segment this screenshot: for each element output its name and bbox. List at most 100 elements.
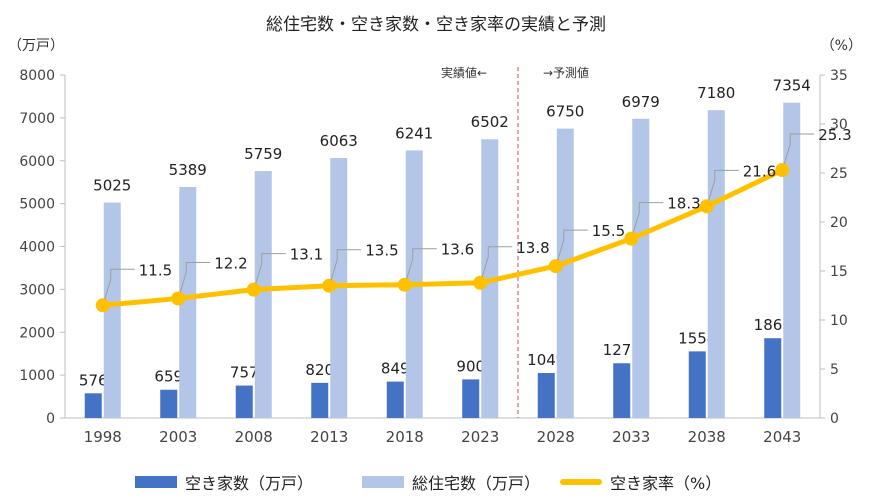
data-label-vacancy-rate: 13.6	[441, 241, 474, 259]
data-label-vacancy-rate: 15.5	[592, 222, 625, 240]
chart-title: 総住宅数・空き家数・空き家率の実績と予測	[266, 15, 606, 35]
actual-values-note: 実績値←	[441, 66, 488, 80]
bar-vacant-houses	[160, 389, 178, 418]
leader-line-vacancy-rate	[481, 246, 513, 277]
right-tick-label: 5	[830, 362, 839, 378]
data-label-vacant-houses: 757	[230, 364, 259, 382]
left-tick-label: 8000	[19, 68, 55, 84]
data-label-vacant-houses: 576	[79, 371, 108, 389]
bar-vacant-houses	[386, 381, 404, 418]
left-tick-label: 3000	[19, 282, 55, 298]
bar-vacant-houses	[84, 393, 102, 418]
right-tick-label: 35	[830, 68, 848, 84]
data-label-vacancy-rate: 25.3	[818, 126, 851, 144]
data-label-vacant-houses: 820	[305, 361, 334, 379]
x-tick-label: 1998	[84, 428, 122, 446]
left-axis-unit: （万戸）	[8, 38, 64, 54]
data-label-vacant-houses: 659	[154, 368, 183, 386]
leader-line-vacancy-rate	[330, 249, 362, 280]
left-tick-label: 1000	[19, 368, 55, 384]
data-label-total-houses: 5389	[169, 161, 207, 179]
left-tick-label: 5000	[19, 197, 55, 213]
leader-line-vacancy-rate	[406, 248, 437, 279]
legend-swatch-total-houses	[362, 476, 404, 488]
data-label-vacant-houses: 849	[381, 360, 410, 378]
point-vacancy-rate	[624, 231, 639, 246]
data-label-total-houses: 5759	[244, 145, 282, 163]
bar-vacant-houses	[613, 363, 631, 418]
data-label-vacancy-rate: 13.1	[290, 246, 323, 264]
line-vacancy-rate	[100, 167, 785, 308]
legend-swatch-vacant-houses	[135, 476, 177, 488]
bar-total-houses	[783, 102, 801, 418]
data-label-vacancy-rate: 13.5	[365, 242, 398, 260]
legend-item-total-houses: 総住宅数（万戸）	[362, 470, 540, 494]
legend-swatch-vacancy-rate	[560, 479, 602, 485]
right-tick-label: 25	[830, 166, 848, 182]
bar-vacant-houses	[462, 379, 480, 418]
point-vacancy-rate	[322, 278, 337, 293]
data-label-total-houses: 6750	[546, 103, 584, 121]
data-label-vacancy-rate: 12.2	[214, 254, 247, 272]
data-label-total-houses: 7180	[697, 84, 735, 102]
point-vacancy-rate	[246, 282, 261, 297]
right-tick-label: 20	[830, 215, 848, 231]
left-tick-label: 2000	[19, 325, 55, 341]
bar-total-houses	[179, 186, 197, 418]
data-label-total-houses: 6063	[320, 132, 358, 150]
legend-item-vacant-houses: 空き家数（万戸）	[135, 470, 313, 494]
x-tick-label: 2033	[612, 428, 650, 446]
bar-total-houses	[254, 171, 272, 418]
bar-total-houses	[707, 110, 725, 418]
data-label-total-houses: 6979	[622, 93, 660, 111]
point-vacancy-rate	[473, 275, 488, 290]
x-tick-label: 2023	[461, 428, 499, 446]
left-tick-label: 6000	[19, 154, 55, 170]
data-label-vacancy-rate: 11.5	[139, 261, 172, 279]
bar-vacant-houses	[688, 351, 706, 418]
leader-line-vacancy-rate	[783, 133, 815, 165]
data-label-vacancy-rate: 13.8	[516, 239, 549, 257]
point-vacancy-rate	[95, 298, 110, 313]
leader-line-vacancy-rate	[557, 229, 588, 261]
legend: 空き家数（万戸） 総住宅数（万戸） 空き家率（%）	[0, 470, 872, 496]
data-label-vacant-houses: 1861	[754, 316, 792, 334]
point-vacancy-rate	[699, 199, 714, 214]
left-tick-label: 4000	[19, 240, 55, 256]
bar-vacant-houses	[537, 373, 555, 418]
data-label-vacancy-rate: 21.6	[743, 162, 776, 180]
bar-vacant-houses	[311, 382, 329, 418]
data-label-vacant-houses: 1554	[678, 329, 716, 347]
data-label-total-houses: 7354	[773, 77, 811, 95]
forecast-values-note: →予測値	[543, 66, 590, 80]
data-label-total-houses: 5025	[93, 177, 131, 195]
legend-label-vacancy-rate: 空き家率（%）	[610, 474, 722, 493]
legend-label-total-houses: 総住宅数（万戸）	[412, 474, 541, 493]
left-tick-label: 7000	[19, 111, 55, 127]
x-tick-label: 2028	[537, 428, 575, 446]
bar-vacant-houses	[235, 385, 253, 418]
leader-line-vacancy-rate	[255, 253, 286, 284]
data-label-total-houses: 6502	[471, 113, 509, 131]
point-vacancy-rate	[397, 277, 412, 292]
leader-line-vacancy-rate	[179, 261, 211, 293]
right-tick-label: 30	[830, 117, 848, 133]
bar-total-houses	[103, 202, 121, 418]
leader-line-vacancy-rate	[708, 169, 739, 201]
data-label-vacant-houses: 900	[456, 357, 485, 375]
leader-line-vacancy-rate	[104, 268, 135, 300]
left-tick-label: 0	[46, 411, 55, 427]
x-tick-label: 2043	[763, 428, 801, 446]
x-tick-label: 2038	[688, 428, 726, 446]
bar-vacant-houses	[764, 338, 782, 418]
x-tick-label: 2013	[310, 428, 348, 446]
legend-label-vacant-houses: 空き家数（万戸）	[185, 474, 314, 493]
x-tick-label: 2008	[235, 428, 273, 446]
x-tick-label: 2018	[386, 428, 424, 446]
x-tick-label: 2003	[159, 428, 197, 446]
right-tick-label: 10	[830, 313, 848, 329]
leader-line-vacancy-rate	[632, 202, 664, 233]
bar-total-houses	[632, 118, 650, 418]
point-vacancy-rate	[548, 259, 563, 274]
